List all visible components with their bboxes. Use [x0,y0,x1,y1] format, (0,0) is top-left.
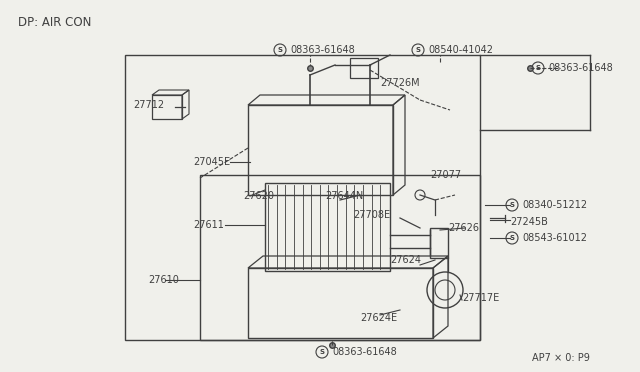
Text: 27644N: 27644N [325,191,364,201]
Text: 27245B: 27245B [510,217,548,227]
Text: S: S [536,65,541,71]
Text: 08363-61648: 08363-61648 [290,45,355,55]
Text: 08543-61012: 08543-61012 [522,233,587,243]
Text: 08363-61648: 08363-61648 [332,347,397,357]
Text: 27045E: 27045E [193,157,230,167]
Text: AP7 × 0: P9: AP7 × 0: P9 [532,353,590,363]
Text: 27726M: 27726M [380,78,420,88]
Bar [200,175,480,340]
Text: S: S [319,349,324,355]
Text: 27626: 27626 [448,223,479,233]
Bar [265,183,390,271]
Text: S: S [509,235,515,241]
Text: 27708E: 27708E [353,210,390,220]
Text: S: S [278,47,282,53]
Bar [350,58,378,78]
Text: 27717E: 27717E [462,293,499,303]
Bar [248,105,393,195]
Text: S: S [415,47,420,53]
Bar [125,55,480,340]
Bar [248,268,433,338]
Text: 27624E: 27624E [360,313,397,323]
Bar [430,228,448,258]
Text: S: S [509,202,515,208]
Text: 27624: 27624 [390,255,421,265]
Text: 27077: 27077 [430,170,461,180]
Bar [152,95,182,119]
Text: 08363-61648: 08363-61648 [548,63,612,73]
Text: 27620: 27620 [243,191,274,201]
Text: 27712: 27712 [133,100,164,110]
Text: 08540-41042: 08540-41042 [428,45,493,55]
Text: 27610: 27610 [148,275,179,285]
Text: 27611: 27611 [193,220,224,230]
Text: 08340-51212: 08340-51212 [522,200,587,210]
Text: DP: AIR CON: DP: AIR CON [18,16,92,29]
